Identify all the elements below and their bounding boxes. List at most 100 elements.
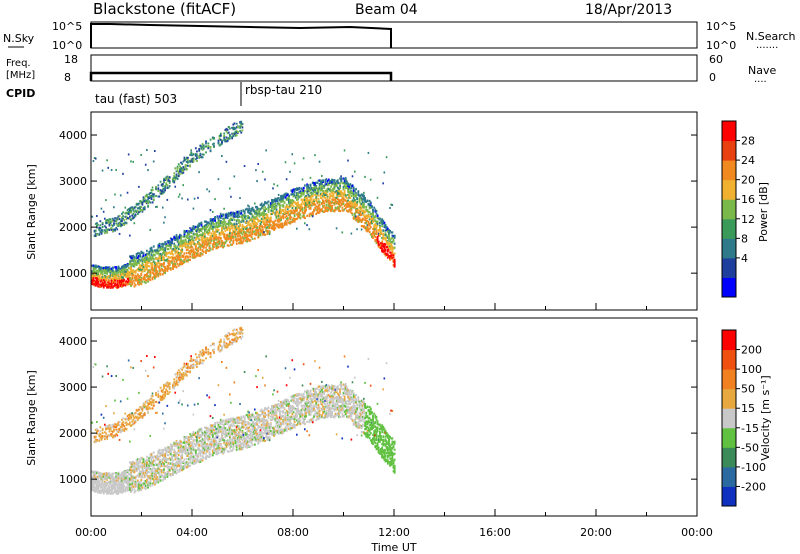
velocity-point	[100, 413, 103, 416]
power-point	[133, 282, 136, 285]
power-point	[109, 222, 112, 225]
power-point	[373, 224, 376, 227]
power-point	[142, 265, 145, 269]
power-point	[222, 241, 224, 245]
velocity-point	[119, 490, 122, 493]
power-point	[255, 226, 257, 229]
power-point	[140, 276, 143, 280]
power-point	[158, 242, 161, 245]
power-point	[209, 223, 212, 226]
power-point	[246, 227, 248, 230]
power-point	[346, 182, 348, 185]
power-point	[193, 233, 196, 236]
power-point	[214, 216, 217, 219]
power-point	[344, 181, 347, 185]
power-point	[102, 284, 105, 287]
power-point	[91, 281, 94, 284]
power-point	[169, 237, 172, 240]
power-point	[260, 220, 263, 224]
power-point	[314, 193, 317, 197]
power-point	[353, 194, 356, 197]
power-point	[101, 267, 104, 270]
power-point	[258, 225, 261, 228]
power-point	[126, 277, 129, 280]
power-point	[303, 200, 306, 204]
power-point	[129, 217, 131, 220]
power-point	[194, 158, 197, 161]
power-point	[164, 253, 167, 257]
power-point	[149, 228, 152, 231]
velocity-point	[106, 477, 109, 480]
power-point	[224, 221, 227, 224]
power-point	[207, 241, 210, 244]
velocity-point	[111, 492, 114, 495]
power-point	[364, 215, 367, 219]
power-point	[149, 192, 152, 195]
power-point	[235, 220, 238, 223]
power-point	[127, 153, 130, 156]
power-point	[97, 269, 99, 272]
power-point	[340, 199, 343, 202]
power-point	[131, 207, 134, 210]
power-point	[240, 239, 243, 242]
power-point	[208, 230, 211, 233]
power-point	[152, 245, 155, 248]
power-point	[238, 225, 240, 228]
power-point	[143, 268, 146, 271]
power-point	[197, 196, 199, 199]
power-point	[151, 195, 154, 198]
power-point	[163, 265, 165, 268]
velocity-point	[108, 476, 111, 479]
power-point	[192, 207, 195, 210]
power-point	[217, 242, 220, 245]
power-point	[278, 206, 281, 209]
velocity-point	[101, 428, 104, 431]
power-point	[101, 223, 104, 226]
power-point	[146, 265, 148, 268]
power-point	[325, 209, 328, 213]
power-point	[319, 187, 322, 190]
velocity-point	[104, 472, 106, 475]
power-point	[311, 195, 314, 198]
power-point	[272, 204, 274, 207]
power-point	[194, 237, 197, 240]
power-point	[353, 201, 356, 204]
power-point	[380, 229, 382, 232]
power-point	[150, 258, 153, 261]
power-point	[223, 242, 226, 245]
power-point	[211, 136, 214, 139]
power-point	[348, 184, 351, 187]
power-point	[144, 253, 147, 256]
velocity-point	[93, 480, 96, 483]
power-point	[117, 285, 120, 289]
power-point	[151, 278, 154, 281]
power-point	[392, 260, 395, 264]
power-point	[216, 237, 219, 240]
power-point	[192, 239, 195, 242]
power-point	[168, 245, 171, 248]
power-point	[364, 175, 366, 178]
power-point	[296, 196, 298, 199]
power-point	[226, 213, 229, 216]
power-point	[196, 150, 198, 153]
power-point	[142, 208, 145, 211]
velocity-point	[119, 487, 122, 490]
power-point	[278, 210, 281, 213]
power-point	[374, 214, 377, 218]
power-point	[107, 228, 110, 231]
power-point	[213, 240, 215, 244]
power-point	[174, 252, 177, 255]
power-point	[118, 269, 121, 272]
power-point	[113, 223, 115, 226]
power-point	[127, 208, 130, 211]
power-point	[266, 219, 269, 222]
power-point	[244, 215, 247, 218]
power-point	[249, 230, 252, 233]
power-point	[219, 245, 222, 248]
velocity-point	[93, 488, 96, 492]
power-point	[367, 211, 370, 214]
power-point	[134, 205, 137, 208]
power-point	[290, 209, 293, 212]
power-point	[191, 253, 194, 256]
power-point	[247, 221, 249, 224]
